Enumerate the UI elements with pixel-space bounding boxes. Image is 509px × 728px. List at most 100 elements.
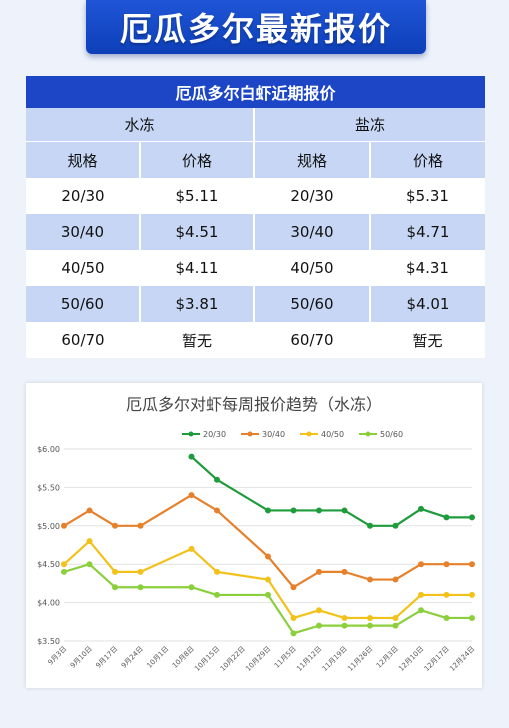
data-point	[214, 591, 220, 598]
table-cell: $4.71	[370, 214, 486, 250]
x-tick-label: 10月29日	[244, 645, 272, 673]
data-point	[367, 576, 373, 583]
data-point	[443, 561, 450, 568]
line-chart: 厄瓜多尔对虾每周报价趋势（水冻） 20/30 30/40 40/50 50/60 $3…	[37, 395, 477, 673]
x-tick-label: 12月3日	[375, 645, 400, 670]
data-point	[112, 568, 118, 575]
legend-marker	[247, 431, 253, 437]
column-header: 价格	[370, 141, 486, 178]
series-line	[190, 455, 472, 527]
data-point	[367, 522, 373, 529]
y-axis: $3.50 $4.00 $4.50 $5.00 $5.50 $6.00	[37, 445, 60, 646]
data-point	[316, 568, 322, 575]
table-cell: $4.31	[370, 250, 486, 286]
x-axis: 9月3日 9月10日 9月17日 9月24日 10月1日 10月8日10月15日10月22…	[47, 645, 477, 673]
data-point	[469, 591, 475, 598]
chart-grid	[64, 448, 472, 642]
data-point	[341, 622, 348, 629]
data-point	[188, 545, 195, 552]
data-point	[418, 591, 424, 598]
data-point	[418, 607, 424, 614]
table-cell: 50/60	[254, 286, 371, 322]
x-tick-label: 12月10日	[397, 645, 425, 673]
x-tick-label: 11月5日	[273, 645, 298, 670]
data-point	[290, 584, 297, 591]
legend-marker	[306, 431, 312, 437]
series-lines	[61, 453, 475, 637]
table-cell: 60/70	[254, 322, 370, 358]
x-tick-label: 9月17日	[94, 645, 119, 670]
y-tick-label: $6.00	[37, 445, 60, 454]
price-table: 厄瓜多尔白虾近期报价 水冻 盐冻 规格 价格 规格 价格 20/30 $5.11…	[26, 76, 486, 358]
y-tick-label: $5.00	[37, 522, 60, 531]
data-point	[214, 568, 220, 575]
table-cell: 40/50	[254, 250, 370, 286]
x-tick-label: 10月15日	[193, 645, 221, 673]
x-tick-label: 10月1日	[145, 645, 170, 670]
table-cell: 30/40	[254, 214, 371, 250]
data-point	[86, 538, 93, 545]
data-point	[86, 507, 93, 514]
table-row: 20/30 $5.11 20/30 $5.31	[26, 178, 486, 214]
data-point	[137, 568, 144, 575]
data-point	[188, 492, 195, 499]
column-header: 价格	[140, 141, 255, 178]
trend-chart-card: 厄瓜多尔对虾每周报价趋势（水冻） 20/30 30/40 40/50 50/60 $3…	[26, 383, 482, 688]
data-point	[316, 607, 322, 614]
data-point	[392, 576, 399, 583]
x-tick-label: 11月19日	[321, 645, 349, 673]
x-tick-label: 9月3日	[47, 645, 69, 667]
data-point	[265, 553, 271, 560]
y-tick-label: $3.50	[37, 637, 60, 646]
data-point	[290, 630, 297, 637]
data-point	[188, 584, 195, 591]
data-point	[469, 614, 475, 621]
table-cell: 20/30	[254, 178, 370, 214]
y-tick-label: $4.50	[37, 560, 60, 569]
chart-legend: 20/30 30/40 40/50 50/60	[182, 430, 403, 439]
x-tick-label: 9月24日	[120, 645, 145, 670]
data-point	[469, 514, 475, 521]
data-point	[341, 507, 348, 514]
chart-title: 厄瓜多尔对虾每周报价趋势（水冻）	[126, 395, 382, 414]
data-point	[290, 507, 297, 514]
table-cell: $5.31	[370, 178, 486, 214]
group-header-brine-frozen: 盐冻	[254, 108, 486, 142]
x-tick-label: 12月17日	[423, 645, 451, 673]
legend-label: 30/40	[262, 430, 285, 439]
table-cell: $4.01	[370, 286, 486, 322]
data-point	[265, 576, 271, 583]
group-header-water-frozen: 水冻	[26, 108, 255, 142]
column-header: 规格	[254, 141, 371, 178]
data-point	[392, 622, 399, 629]
series-line	[63, 563, 472, 635]
table-cell: 60/70	[26, 322, 140, 358]
data-point	[341, 614, 348, 621]
data-point	[443, 591, 450, 598]
data-point	[443, 614, 450, 621]
x-tick-label: 11月26日	[346, 645, 374, 673]
table-cell: 30/40	[26, 214, 141, 250]
table-row: 50/60 $3.81 50/60 $4.01	[26, 286, 486, 322]
x-tick-label: 10月8日	[171, 645, 196, 670]
header-banner: 厄瓜多尔最新报价	[86, 0, 426, 54]
data-point	[137, 522, 144, 529]
data-point	[367, 614, 373, 621]
table-row: 40/50 $4.11 40/50 $4.31	[26, 250, 486, 286]
x-tick-label: 10月22日	[219, 645, 247, 673]
legend-label: 50/60	[380, 430, 403, 439]
data-point	[443, 514, 450, 521]
data-point	[112, 584, 118, 591]
y-tick-label: $4.00	[37, 599, 60, 608]
data-point	[290, 614, 297, 621]
x-tick-label: 9月10日	[69, 645, 94, 670]
data-point	[418, 505, 424, 512]
table-cell: 暂无	[140, 322, 254, 358]
x-tick-label: 11月12日	[295, 645, 323, 673]
table-cell: 40/50	[26, 250, 140, 286]
data-point	[316, 507, 322, 514]
table-cell: $4.11	[140, 250, 254, 286]
data-point	[316, 622, 322, 629]
table-cell: $3.81	[140, 286, 255, 322]
table-title: 厄瓜多尔白虾近期报价	[26, 76, 486, 108]
